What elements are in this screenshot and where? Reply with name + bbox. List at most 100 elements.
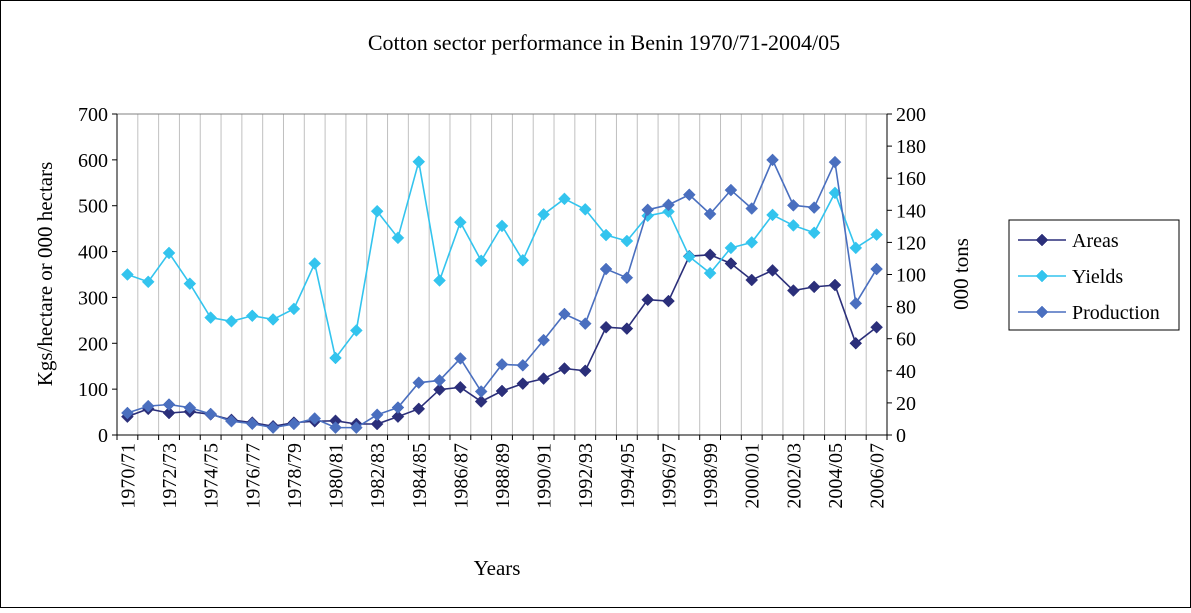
data-point-yields <box>287 302 301 316</box>
x-tick-label: 1982/83 <box>367 443 389 509</box>
data-point-production <box>870 262 883 276</box>
legend-label-areas: Areas <box>1072 230 1119 252</box>
x-tick-label: 1974/75 <box>201 443 223 509</box>
data-point-production <box>849 297 863 310</box>
data-point-areas <box>870 320 883 334</box>
data-point-areas <box>391 410 405 424</box>
data-point-production <box>245 417 259 431</box>
data-point-production <box>641 203 655 217</box>
y-tick-label: 500 <box>78 196 108 218</box>
data-point-production <box>308 412 322 425</box>
data-point-yields <box>766 208 779 222</box>
data-point-yields <box>599 228 613 242</box>
data-point-areas <box>412 402 426 416</box>
data-point-areas <box>828 278 842 292</box>
data-point-yields <box>204 311 218 324</box>
y2-tick-label: 20 <box>896 393 916 415</box>
x-tick-label: 1970/71 <box>117 443 139 509</box>
data-point-areas <box>786 284 800 297</box>
y2-axis-label: 000 tons <box>949 238 973 310</box>
y-tick-label: 600 <box>78 150 108 172</box>
data-point-yields <box>245 309 259 323</box>
y-tick-label: 300 <box>78 287 108 309</box>
legend-marker-areas <box>1035 233 1049 247</box>
data-point-production <box>474 385 488 398</box>
data-point-areas <box>162 406 176 420</box>
y-tick-label: 0 <box>98 425 108 447</box>
data-point-production <box>183 401 197 415</box>
data-point-yields <box>578 203 592 216</box>
data-point-production <box>162 398 176 411</box>
y2-tick-label: 160 <box>896 168 926 190</box>
legend-label-production: Production <box>1072 302 1160 324</box>
x-tick-label: 1998/99 <box>700 443 722 509</box>
data-point-yields <box>620 234 634 248</box>
data-point-yields <box>121 268 134 281</box>
y2-tick-label: 60 <box>896 329 916 351</box>
y2-tick-label: 120 <box>896 232 926 254</box>
x-tick-label: 1988/89 <box>492 443 514 509</box>
data-point-production <box>766 153 779 167</box>
data-point-production <box>516 358 530 372</box>
data-point-areas <box>599 320 613 334</box>
data-point-areas <box>641 293 655 307</box>
y-tick-label: 700 <box>78 104 108 126</box>
x-tick-label: 2004/05 <box>825 443 847 509</box>
data-point-production <box>682 188 696 202</box>
x-tick-label: 2000/01 <box>742 443 764 509</box>
data-point-yields <box>682 250 696 263</box>
data-point-areas <box>370 417 384 431</box>
y-tick-label: 400 <box>78 242 108 264</box>
data-point-yields <box>662 205 675 219</box>
data-point-areas <box>537 372 550 385</box>
data-point-yields <box>745 236 759 249</box>
data-point-yields <box>183 277 197 291</box>
data-point-production <box>495 358 509 371</box>
data-point-yields <box>349 324 363 337</box>
grid-layer <box>137 114 867 435</box>
data-point-yields <box>162 246 176 260</box>
data-point-areas <box>724 257 738 270</box>
legend: Areas Yields Production <box>1008 219 1180 331</box>
data-point-production <box>412 376 426 390</box>
data-point-yields <box>454 215 467 229</box>
data-point-yields <box>391 231 405 245</box>
x-tick-label: 1972/73 <box>159 443 181 509</box>
data-point-yields <box>495 219 509 233</box>
data-point-yields <box>516 253 530 267</box>
data-point-production <box>662 198 675 212</box>
data-point-areas <box>474 395 488 408</box>
data-point-areas <box>558 362 571 375</box>
x-tick-label: 1990/91 <box>534 443 556 509</box>
x-tick-label: 1992/93 <box>575 443 597 509</box>
data-point-yields <box>370 204 384 218</box>
data-point-production <box>287 417 301 431</box>
y-tick-label: 200 <box>78 333 108 355</box>
data-point-yields <box>225 314 238 328</box>
x-tick-label: 2006/07 <box>867 443 889 509</box>
data-point-production <box>370 408 384 422</box>
data-point-production <box>329 421 342 434</box>
legend-label-yields: Yields <box>1072 266 1123 288</box>
y2-tick-label: 140 <box>896 200 926 222</box>
x-tick-label: 1994/95 <box>617 443 639 509</box>
data-point-areas <box>807 280 821 294</box>
data-point-areas <box>495 384 509 398</box>
x-tick-label: 1980/81 <box>326 443 348 509</box>
data-point-yields <box>266 313 280 326</box>
y2-tick-label: 100 <box>896 265 926 287</box>
x-tick-label: 1986/87 <box>450 443 472 509</box>
data-point-areas <box>454 380 467 394</box>
data-point-production <box>266 421 280 434</box>
axes-layer: 0 100 200 300 400 500 600 700 0 20 40 60 80 100 120 140… <box>78 104 926 509</box>
legend-marker-production <box>1035 305 1049 319</box>
x-tick-label: 1978/79 <box>284 443 306 509</box>
y2-tick-label: 200 <box>896 104 926 126</box>
y2-tick-label: 80 <box>896 297 916 319</box>
y2-tick-label: 0 <box>896 425 906 447</box>
data-point-production <box>599 262 613 276</box>
data-point-yields <box>849 241 863 255</box>
data-point-yields <box>724 241 738 255</box>
